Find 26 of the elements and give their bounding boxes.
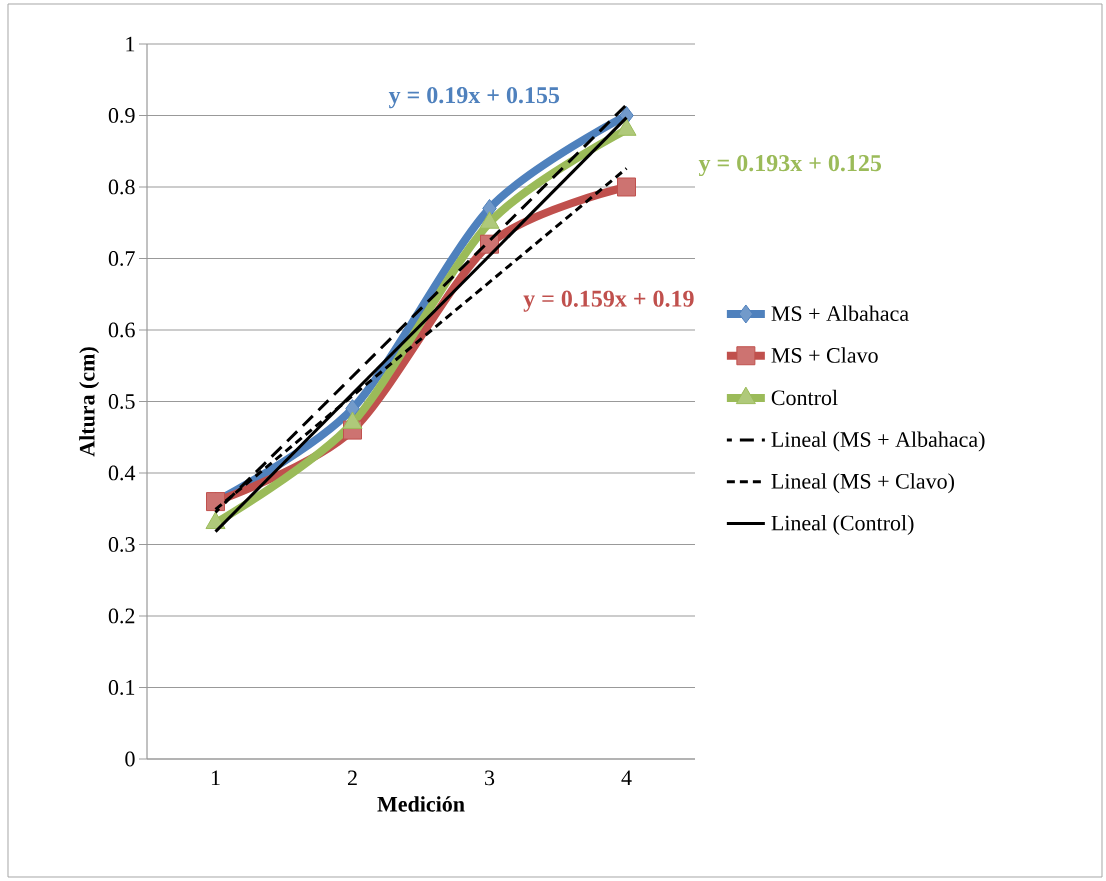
y-tick-label: 1 <box>126 36 135 52</box>
legend-label: Lineal (Control) <box>771 515 914 535</box>
x-tick-label: 2 <box>347 770 357 786</box>
legend-label: Lineal (MS + Clavo) <box>771 473 954 494</box>
annotation: y = 0.159x + 0.19 <box>523 290 694 312</box>
legend-label: MS + Albahaca <box>771 305 909 322</box>
legend-label: Lineal (MS + Albahaca) <box>771 431 985 452</box>
y-tick-label: 0.7 <box>108 251 135 266</box>
text: y = 0.193x + 0.125 <box>698 154 882 177</box>
annotation: y = 0.19x + 0.155 <box>388 87 560 109</box>
x-tick-label: 3 <box>485 770 495 786</box>
y-tick-label: 0.1 <box>108 680 135 695</box>
y-tick-label: 0.8 <box>108 179 135 195</box>
legend-label: MS + Clavo <box>771 347 878 363</box>
y-tick-label: 0.4 <box>108 465 136 481</box>
y-tick-label: 0 <box>125 751 135 767</box>
y-axis-title: Altura (cm) <box>79 347 100 457</box>
legend-label: Control <box>771 389 838 406</box>
y-tick-label: 0.6 <box>108 322 135 338</box>
y-tick-label: 0.9 <box>108 108 135 123</box>
y-tick-label: 0.5 <box>108 394 135 409</box>
x-axis-title: Medición <box>377 796 465 812</box>
x-tick-label: 1 <box>211 770 220 786</box>
y-tick-label: 0.3 <box>108 537 135 552</box>
x-tick-label: 4 <box>621 770 632 785</box>
y-tick-label: 0.2 <box>108 608 135 624</box>
